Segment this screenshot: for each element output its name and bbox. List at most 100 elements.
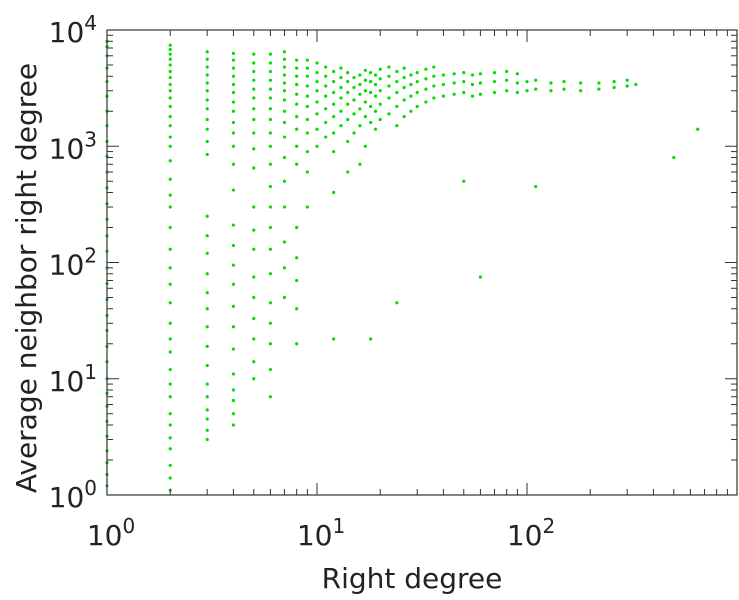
data-point (231, 388, 236, 392)
data-point (315, 71, 319, 75)
x-tick-label: 101 (297, 514, 345, 552)
data-point (625, 84, 629, 88)
data-point (268, 96, 273, 100)
data-point (268, 78, 273, 82)
data-point (492, 79, 497, 84)
data-point (268, 342, 273, 346)
data-point (378, 117, 382, 122)
x-tick-label: 100 (87, 514, 135, 552)
data-point (373, 94, 378, 98)
data-point (295, 102, 299, 106)
data-point (441, 94, 446, 98)
data-point (252, 295, 256, 300)
data-point (268, 247, 273, 251)
data-point (268, 87, 273, 91)
data-point (231, 58, 236, 62)
data-point (373, 73, 378, 77)
data-point (231, 109, 236, 113)
data-point (252, 360, 256, 364)
data-point (402, 75, 406, 80)
data-point (305, 84, 309, 88)
data-point (409, 109, 413, 113)
data-point (282, 179, 287, 183)
data-point (305, 104, 309, 109)
data-point (332, 69, 336, 74)
data-point (252, 69, 256, 74)
data-point (231, 412, 236, 416)
data-point (252, 52, 256, 56)
data-point (441, 82, 446, 87)
data-point (409, 82, 413, 87)
data-point (205, 251, 209, 255)
data-point (505, 78, 509, 82)
data-point (168, 367, 172, 372)
data-point (339, 124, 343, 128)
data-point (505, 69, 509, 74)
data-point (168, 225, 172, 230)
data-point (395, 90, 399, 95)
data-point (282, 65, 287, 69)
data-point (373, 127, 378, 131)
data-point (168, 177, 172, 181)
data-point (282, 73, 287, 77)
data-point (268, 321, 273, 325)
data-point (324, 74, 328, 78)
data-point (625, 78, 629, 82)
data-point (696, 127, 700, 131)
data-point (332, 102, 336, 106)
data-point (478, 275, 483, 279)
data-point (305, 58, 309, 62)
data-point (205, 291, 209, 295)
data-point (352, 85, 356, 90)
y-axis-label: Average neighbor right degree (10, 63, 43, 493)
data-point (339, 66, 343, 70)
data-point (295, 307, 299, 311)
data-point (424, 67, 428, 71)
data-point (339, 85, 343, 90)
data-point (205, 325, 209, 329)
data-point (282, 50, 287, 54)
data-point (672, 155, 676, 160)
data-point (305, 74, 309, 78)
data-point (470, 94, 475, 98)
data-point (441, 73, 446, 77)
data-point (168, 104, 172, 109)
data-point (168, 321, 172, 325)
data-point (168, 159, 172, 163)
data-point (252, 87, 256, 91)
data-point (282, 98, 287, 102)
data-point (168, 69, 172, 74)
data-point (387, 96, 391, 100)
data-point (205, 107, 209, 111)
data-point (231, 243, 236, 248)
data-point (478, 92, 483, 96)
data-point (168, 266, 172, 270)
data-point (295, 278, 299, 283)
data-point (231, 144, 236, 148)
data-point (282, 295, 287, 300)
data-point (252, 147, 256, 151)
data-point (231, 51, 236, 55)
data-point (324, 107, 328, 111)
data-point (315, 79, 319, 84)
data-point (363, 68, 367, 72)
data-point (346, 117, 350, 122)
data-point (231, 120, 236, 125)
data-point (415, 90, 419, 95)
data-point (369, 120, 373, 125)
data-point (205, 89, 209, 93)
data-point (252, 275, 256, 279)
data-point (324, 65, 328, 69)
data-point (525, 89, 529, 93)
data-point (305, 94, 309, 98)
data-point (252, 166, 256, 170)
data-point (168, 423, 172, 427)
data-point (332, 190, 336, 195)
data-point (205, 98, 209, 102)
data-point (168, 395, 172, 399)
y-tick-label: 100 (49, 476, 97, 514)
data-point (205, 363, 209, 368)
data-point (415, 71, 419, 75)
data-point (305, 205, 309, 209)
